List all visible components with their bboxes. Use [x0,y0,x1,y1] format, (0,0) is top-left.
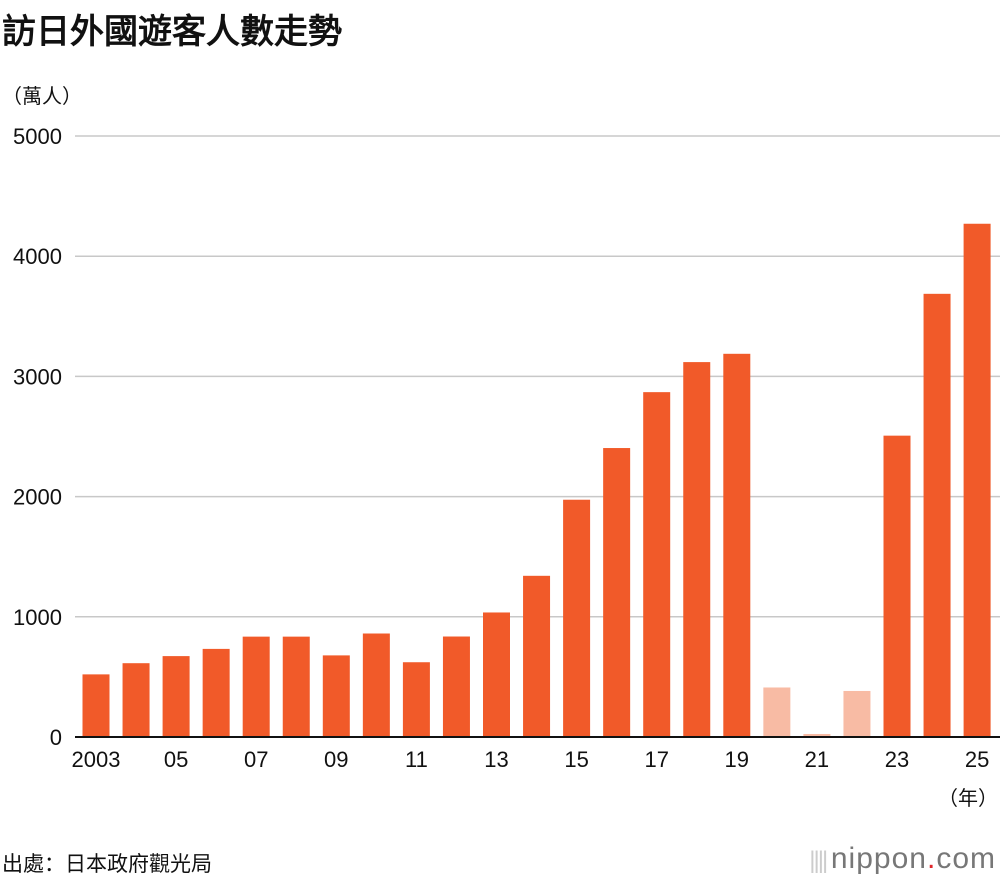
bar-2005 [162,656,190,737]
x-axis-unit: （年） [938,786,998,810]
x-tick-label: 09 [324,747,348,772]
y-tick-label: 0 [50,725,62,750]
chart-title: 訪日外國遊客人數走勢 [2,12,342,52]
bar-2009 [322,655,350,737]
y-axis-unit: （萬人） [2,84,82,108]
logo-waves-icon: |||| [809,847,831,874]
bar-2012 [442,636,470,737]
bar-2024 [923,293,951,737]
bar-2016 [603,448,631,737]
x-tick-label: 15 [564,747,588,772]
bar-2025 [963,223,991,738]
bar-2006 [202,648,230,737]
x-tick-label: 11 [405,747,428,772]
bar-2013 [483,612,510,737]
bar-2015 [563,499,591,737]
nippon-logo: |||| nippon.com [809,842,996,876]
x-tick-label: 25 [965,747,989,772]
logo-suffix: com [936,842,996,875]
bar-2004 [122,663,150,737]
x-tick-label: 17 [644,747,668,772]
bar-2022 [843,690,871,737]
bar-2010 [362,633,390,737]
x-tick-label: 07 [244,747,268,772]
bar-2021 [803,733,831,737]
source-note: 出處：日本政府觀光局 [2,852,212,876]
y-tick-label: 1000 [13,605,62,630]
bar-2014 [523,575,551,737]
bar-2011 [402,662,430,737]
y-tick-label: 4000 [13,244,62,269]
y-tick-label: 2000 [13,485,62,510]
bar-2007 [242,636,270,737]
bar-2018 [683,362,711,737]
y-tick-label: 5000 [13,124,62,149]
x-tick-label: 2003 [72,747,121,772]
x-tick-label: 05 [164,747,188,772]
bar-2008 [282,636,310,737]
bar-2020 [763,687,791,737]
logo-dot: . [926,842,937,875]
bar-2019 [723,353,751,737]
bar-2023 [883,435,911,737]
x-tick-label: 21 [805,747,829,772]
bar-2003 [82,674,110,737]
x-tick-label: 23 [885,747,909,772]
y-tick-label: 3000 [13,364,62,389]
x-tick-label: 19 [725,747,749,772]
x-tick-label: 13 [484,747,508,772]
bar-2017 [643,392,671,737]
logo-name: nippon [830,842,927,875]
